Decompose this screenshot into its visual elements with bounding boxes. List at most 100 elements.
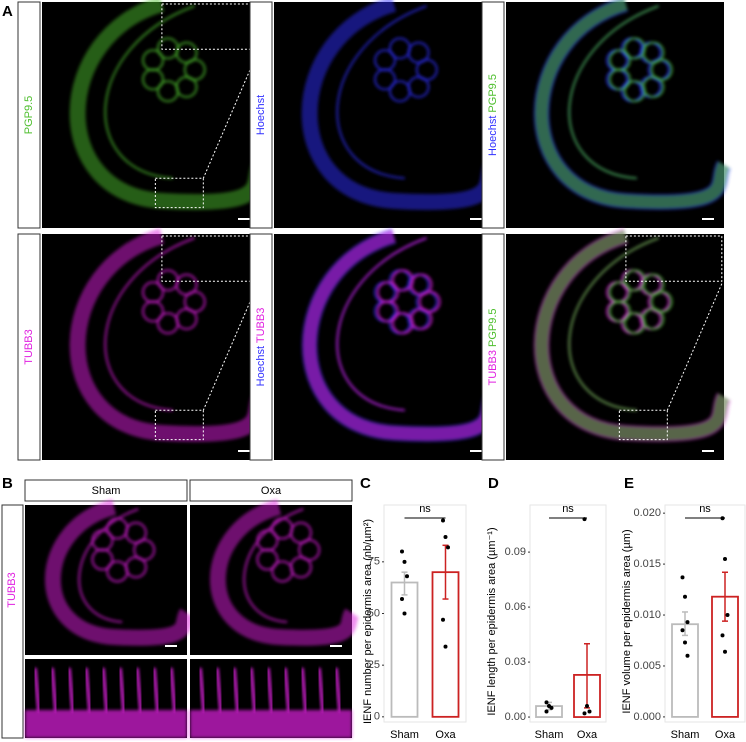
zoom-fiber xyxy=(198,667,206,713)
fascicle xyxy=(623,80,646,103)
significance: ns xyxy=(699,503,711,515)
data-point xyxy=(405,574,409,579)
fascicle xyxy=(175,273,198,296)
zoom-fiber xyxy=(249,667,257,713)
y-tick-label: 0.00 xyxy=(505,711,526,723)
data-point xyxy=(685,620,690,625)
channel-word: Hoechst xyxy=(255,95,267,135)
plot-frame xyxy=(529,504,607,723)
zoom-fiber xyxy=(317,667,325,713)
zoom-fiber xyxy=(215,667,223,713)
micrograph xyxy=(274,228,500,460)
channel-word: TUBB3 xyxy=(23,329,35,364)
y-axis-title: IENF length per epidermis area (µm⁻¹) xyxy=(486,527,498,715)
fascicle xyxy=(407,41,430,64)
zoom-fiber xyxy=(300,667,308,713)
nerve-arc xyxy=(78,508,139,623)
tissue xyxy=(45,499,195,646)
channel-word: PGP9.5 xyxy=(23,96,35,135)
zoom-line xyxy=(202,51,259,179)
header-box xyxy=(24,479,188,502)
label-box xyxy=(17,233,41,461)
fascicle xyxy=(642,41,665,64)
zoom-fiber xyxy=(152,667,160,713)
data-point xyxy=(400,597,404,602)
panel-label: E xyxy=(624,475,634,492)
fascicle xyxy=(156,312,179,335)
y-axis-title: IENF volume per epidermis area (µm) xyxy=(621,529,633,713)
data-point xyxy=(680,628,685,633)
inset xyxy=(625,235,723,282)
fascicle xyxy=(608,49,631,72)
data-point xyxy=(683,594,687,599)
channel-word: Hoechst xyxy=(487,113,499,156)
zoom-fiber xyxy=(101,667,109,713)
data-point xyxy=(446,545,450,550)
roi xyxy=(154,409,204,441)
epidermis xyxy=(210,499,360,646)
label-box xyxy=(481,233,505,461)
label-box xyxy=(1,504,24,739)
x-tick-label: Oxa xyxy=(577,729,598,741)
zoom-fiber xyxy=(67,667,75,713)
fascicle xyxy=(623,312,646,335)
fascicle xyxy=(256,529,279,552)
zoom-band xyxy=(25,710,187,738)
data-point xyxy=(443,535,448,540)
fascicle xyxy=(141,281,164,304)
zoom-fiber xyxy=(232,667,240,713)
x-tick-label: Sham xyxy=(535,729,564,741)
data-point xyxy=(441,518,445,523)
epidermis xyxy=(535,229,730,441)
panel-label: C xyxy=(360,475,371,492)
label-box xyxy=(481,1,505,229)
data-point xyxy=(680,575,685,580)
channel-label: PGP9.5 xyxy=(23,96,35,135)
zoom-fiber xyxy=(169,667,177,713)
inset xyxy=(161,235,259,282)
fascicle xyxy=(91,529,114,552)
nerve-arc xyxy=(568,237,659,412)
channel-label: TUBB3 xyxy=(6,572,18,607)
y-tick-label: 0 xyxy=(374,711,380,723)
data-point xyxy=(402,559,407,564)
channel-label: Hoechst TUBB3 xyxy=(255,308,267,387)
micrograph xyxy=(42,228,268,460)
fascicle xyxy=(289,521,312,544)
y-tick-label: 75 xyxy=(368,556,380,568)
channel-label: Hoechst PGP9.5 xyxy=(487,74,499,156)
fascicle xyxy=(106,560,129,583)
micrograph xyxy=(506,228,732,460)
significance: ns xyxy=(419,503,431,515)
zoom-fiber xyxy=(33,667,41,713)
epidermis xyxy=(535,0,730,209)
panel-label: A xyxy=(2,3,13,20)
bar xyxy=(390,581,419,718)
scale-bar xyxy=(470,218,482,220)
column-header: Sham xyxy=(92,485,121,497)
roi xyxy=(618,409,668,441)
y-axis-title: IENF number per epidermis area (nb/µm²) xyxy=(362,519,374,724)
data-point xyxy=(587,709,592,714)
data-point xyxy=(723,556,727,561)
scale-bar xyxy=(702,218,714,220)
y-tick-label: 0.015 xyxy=(633,558,661,570)
label-box xyxy=(249,1,273,229)
panel-label: D xyxy=(488,475,499,492)
scale-bar xyxy=(238,218,250,220)
x-tick-label: Sham xyxy=(671,729,700,741)
epidermis xyxy=(45,499,195,646)
label-box xyxy=(249,233,273,461)
data-point xyxy=(723,649,727,654)
data-point xyxy=(441,617,445,622)
data-point xyxy=(685,653,690,658)
nerve-arc xyxy=(243,508,304,623)
nerve-arc xyxy=(336,5,427,180)
micrograph xyxy=(190,499,360,655)
data-point xyxy=(549,705,554,710)
fascicle xyxy=(175,41,198,64)
scale-bar xyxy=(702,450,714,452)
panel-label: B xyxy=(2,475,13,492)
bar xyxy=(671,623,699,718)
fascicle xyxy=(391,312,414,335)
